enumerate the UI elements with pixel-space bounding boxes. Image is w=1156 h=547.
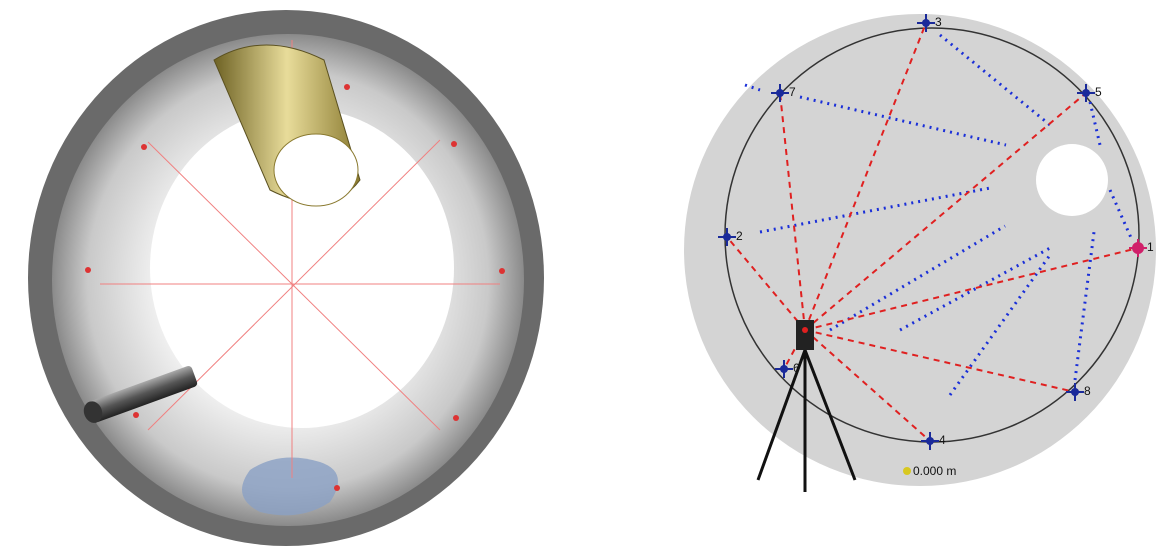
water-puddle: [242, 457, 338, 516]
scale-dot: [903, 467, 911, 475]
point-label: 1: [1147, 240, 1154, 254]
sight-line: [804, 329, 1076, 393]
ring-opening: [150, 108, 454, 428]
point-dot: [723, 233, 731, 241]
point-label: 6: [793, 361, 800, 375]
scan-lines: [744, 33, 1134, 396]
point-label: 4: [939, 433, 946, 447]
sight-line: [783, 329, 806, 370]
sight-line: [726, 236, 806, 331]
targets: [85, 84, 505, 491]
sight-line: [779, 92, 806, 331]
point-dot: [926, 437, 934, 445]
scale-label: 0.000 m: [913, 464, 956, 478]
opening: [1036, 144, 1108, 216]
point-dot: [1071, 388, 1079, 396]
tunnel-render: [28, 10, 544, 546]
point-label: 2: [736, 229, 743, 243]
sight-line: [804, 329, 931, 442]
point-dot: [780, 365, 788, 373]
scan-area: [684, 14, 1156, 486]
point-label: 8: [1084, 384, 1091, 398]
drain-pipe: [83, 365, 198, 423]
point-dot: [776, 89, 784, 97]
point-label: 3: [935, 15, 942, 29]
point-label: 5: [1095, 85, 1102, 99]
sight-line: [804, 247, 1139, 331]
point-label: 7: [789, 85, 796, 99]
tripod: [756, 320, 857, 492]
point-dot: [1132, 242, 1144, 254]
survey-diagram: 1 2 3 4 5 6 7 8 0.000 m: [684, 14, 1156, 492]
point-dot: [922, 19, 930, 27]
point-dot: [1082, 89, 1090, 97]
pipe-opening: [273, 133, 359, 207]
sight-lines: [726, 22, 1139, 442]
